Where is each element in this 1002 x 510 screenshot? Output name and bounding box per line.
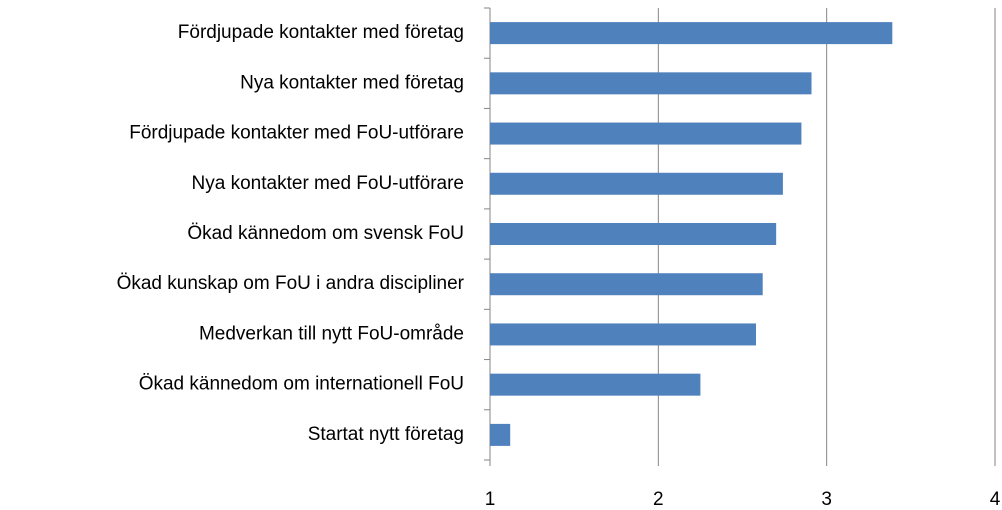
y-tick-label: Nya kontakter med FoU-utförare: [192, 173, 464, 194]
bar: [490, 122, 802, 145]
bar: [490, 423, 511, 446]
bar: [490, 273, 763, 296]
y-tick-label: Ökad kännedom om internationell FoU: [139, 374, 464, 395]
y-tick-label: Medverkan till nytt FoU-område: [199, 323, 464, 344]
bar: [490, 223, 777, 245]
bar: [490, 373, 701, 396]
y-tick-label: Fördjupade kontakter med FoU-utförare: [129, 123, 464, 144]
y-tick-label: Ökad kännedom om svensk FoU: [187, 223, 464, 244]
x-tick-label: 2: [653, 489, 664, 510]
bar: [490, 22, 893, 45]
bar: [490, 172, 783, 195]
y-tick-label: Fördjupade kontakter med företag: [178, 22, 464, 43]
x-tick-label: 4: [990, 489, 1001, 510]
x-tick-label: 3: [821, 489, 832, 510]
y-tick-label: Startat nytt företag: [308, 424, 464, 445]
bar: [490, 323, 756, 346]
bar: [490, 72, 812, 95]
y-tick-label: Ökad kunskap om FoU i andra discipliner: [117, 273, 465, 294]
y-tick-label: Nya kontakter med företag: [240, 72, 464, 93]
x-tick-label: 1: [485, 489, 496, 510]
